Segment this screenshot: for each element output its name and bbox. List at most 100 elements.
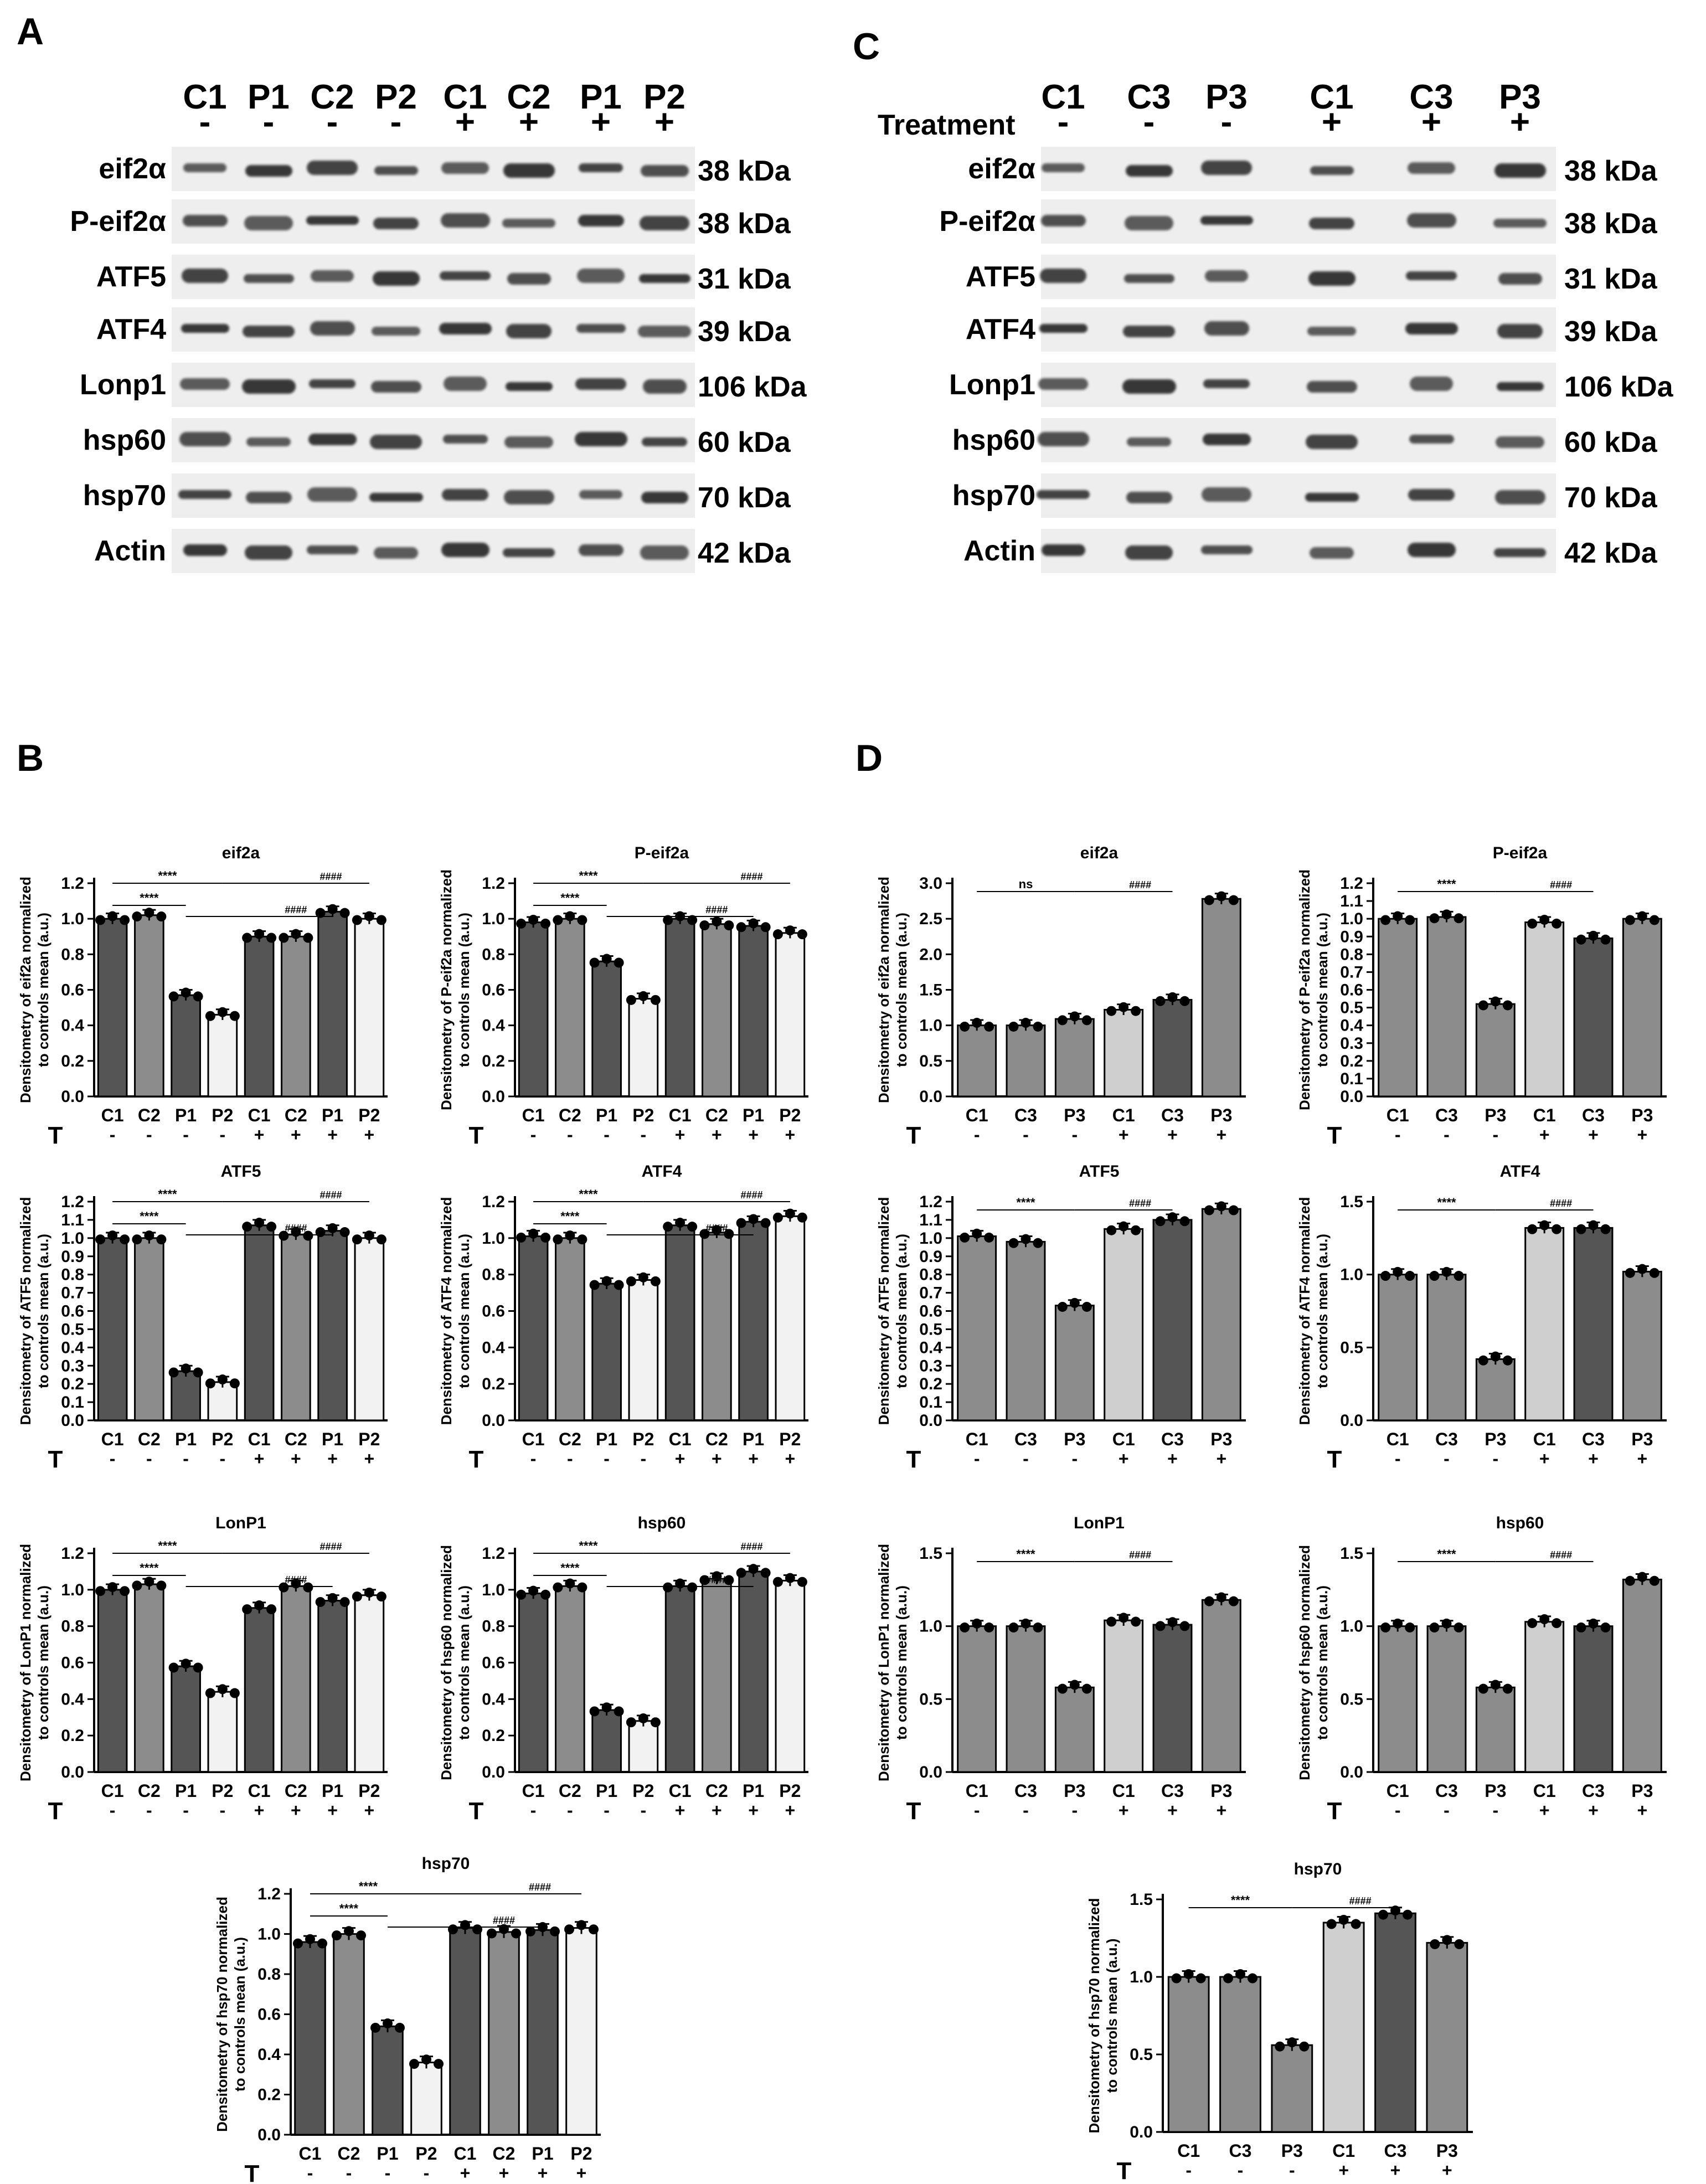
data-point <box>1131 1006 1141 1016</box>
treatment-sign: + <box>1119 1125 1129 1145</box>
data-point <box>1454 913 1464 924</box>
c-protein-label: ATF5 <box>965 261 1035 293</box>
data-point <box>1033 1622 1043 1633</box>
y-tick-label: 1.0 <box>919 1017 942 1035</box>
a-blot-band <box>181 324 229 333</box>
y-tick-label: 3.0 <box>919 874 942 893</box>
bar <box>738 925 769 1098</box>
a-blot-band <box>245 491 292 503</box>
t-axis-label: T <box>48 1797 63 1825</box>
treatment-sign: - <box>110 1449 116 1469</box>
x-tick-label: C1 <box>454 2144 477 2164</box>
data-point <box>181 987 191 998</box>
data-point <box>960 1622 970 1633</box>
bar <box>1219 1976 1261 2133</box>
a-treatment-sign: - <box>390 103 402 141</box>
data-point <box>601 1702 612 1713</box>
y-tick-label: 0.5 <box>919 1320 942 1338</box>
data-point <box>344 1926 354 1936</box>
y-tick-label: 0.6 <box>919 1302 942 1321</box>
bar <box>97 918 128 1098</box>
data-point <box>156 911 167 922</box>
data-point <box>516 1589 527 1600</box>
bar <box>628 998 659 1098</box>
bar <box>1201 1599 1241 1773</box>
sig-label: #### <box>529 1882 551 1893</box>
bar <box>281 1585 311 1773</box>
a-blot-band <box>373 217 419 229</box>
data-point <box>1502 1683 1513 1694</box>
data-point <box>315 908 326 918</box>
y-tick-label: 0.9 <box>919 1248 942 1266</box>
c-blot-band <box>1042 163 1085 172</box>
treatment-sign: + <box>1119 1449 1129 1469</box>
bar <box>591 1282 622 1421</box>
data-point <box>1020 1018 1031 1028</box>
treatment-sign: - <box>1444 1449 1450 1469</box>
bar <box>354 1237 385 1421</box>
c-protein-label: P-eif2α <box>939 205 1035 238</box>
data-point <box>95 1586 106 1596</box>
y-axis-label-line2: to controls mean (a.u.) <box>231 1937 248 2092</box>
data-point <box>772 1577 783 1587</box>
x-tick-label: P3 <box>1631 1781 1653 1801</box>
y-tick-label: 0.5 <box>919 1690 942 1708</box>
data-point <box>242 933 252 943</box>
data-point <box>577 1582 587 1593</box>
a-treatment-sign: + <box>654 103 675 141</box>
c-treatment-sign: + <box>1509 103 1530 141</box>
x-tick-label: C2 <box>138 1105 161 1125</box>
data-point <box>156 1234 167 1245</box>
a-blot-band <box>504 436 553 448</box>
y-tick-label: 0.4 <box>61 1338 84 1357</box>
y-tick-label: 0.0 <box>919 1763 942 1781</box>
y-tick-label: 1.2 <box>257 1885 281 1903</box>
data-point <box>675 1218 686 1228</box>
data-point <box>1081 1301 1092 1312</box>
data-point <box>107 1230 118 1241</box>
chart-title: LonP1 <box>1074 1514 1125 1532</box>
data-point <box>984 1021 994 1032</box>
data-point <box>1204 895 1214 905</box>
sig-label: **** <box>1016 1547 1035 1561</box>
treatment-sign: + <box>254 1449 265 1469</box>
chart-title: P-eif2a <box>1493 844 1548 862</box>
data-point <box>193 991 203 1002</box>
y-tick-label: 0.5 <box>1340 999 1363 1017</box>
data-point <box>266 1604 277 1615</box>
data-point <box>434 2059 444 2069</box>
data-point <box>364 1587 374 1598</box>
data-point <box>699 920 710 931</box>
c-blot-band <box>1306 380 1357 393</box>
x-tick-label: C1 <box>1533 1429 1556 1449</box>
t-axis-label: T <box>469 1122 484 1149</box>
chart-title: eif2a <box>1080 844 1119 862</box>
a-blot-band <box>640 164 689 177</box>
data-point <box>565 1578 575 1589</box>
c-treatment-sign: - <box>1143 103 1155 141</box>
x-tick-label: C3 <box>1435 1105 1458 1125</box>
data-point <box>1390 1905 1400 1916</box>
bar <box>317 1230 348 1421</box>
bar <box>207 1691 238 1773</box>
data-point <box>229 1378 240 1389</box>
data-point <box>1179 1621 1190 1631</box>
panel-d-letter: D <box>855 737 883 779</box>
x-tick-label: P2 <box>212 1105 233 1125</box>
a-blot-band <box>441 162 489 174</box>
data-point <box>638 991 648 1001</box>
y-tick-label: 0.5 <box>919 1052 942 1070</box>
data-point <box>553 1234 563 1245</box>
data-point <box>553 915 563 925</box>
data-point <box>699 1575 710 1585</box>
data-point <box>748 1564 759 1574</box>
treatment-sign: + <box>291 1800 301 1820</box>
x-tick-label: C1 <box>101 1429 124 1449</box>
a-blot-band <box>183 544 227 556</box>
data-point <box>1380 1622 1391 1633</box>
a-lane-label: C1 <box>183 78 227 116</box>
y-tick-label: 0.7 <box>61 1284 84 1302</box>
a-blot-band <box>246 437 291 446</box>
data-point <box>1216 1592 1226 1603</box>
data-point <box>724 1229 734 1239</box>
